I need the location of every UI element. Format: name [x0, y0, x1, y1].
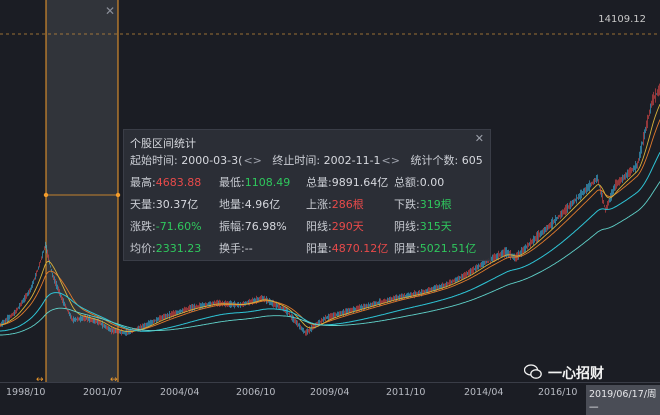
count-value: 605 [461, 154, 483, 167]
selected-range-band [46, 0, 118, 382]
stat-value: 4870.12亿 [331, 242, 389, 255]
stat-value: 2331.23 [155, 242, 202, 255]
stat-cell: 总额:0.00 [394, 174, 444, 190]
stat-cell: 阴线:315天 [394, 218, 452, 234]
stat-label: 阳线: [306, 220, 332, 233]
moving-average-line [0, 181, 660, 336]
stat-value: 286根 [331, 198, 364, 211]
range-start-handle-icon[interactable]: ↔ [36, 375, 44, 385]
stat-label: 下跌: [394, 198, 420, 211]
x-axis-tick-label: 2016/10 [538, 387, 578, 398]
end-time-stepper-icon[interactable]: <> [381, 154, 400, 167]
stat-value: 30.37亿 [155, 198, 199, 211]
stat-label: 阴量: [394, 242, 420, 255]
stat-value: -- [244, 242, 253, 255]
stat-value: 4683.88 [155, 176, 202, 189]
stat-cell: 下跌:319根 [394, 196, 452, 212]
stat-cell: 振幅:76.98% [219, 218, 287, 234]
stat-cell: 均价:2331.23 [130, 240, 201, 256]
stat-cell: 最高:4683.88 [130, 174, 201, 190]
stat-label: 换手: [219, 242, 245, 255]
stat-label: 上涨: [306, 198, 332, 211]
stat-value: 0.00 [419, 176, 445, 189]
selection-close-icon[interactable]: ✕ [105, 4, 116, 18]
x-axis-tick-label: 2001/07 [83, 387, 123, 398]
stat-cell: 天量:30.37亿 [130, 196, 198, 212]
stat-value: 9891.64亿 [331, 176, 389, 189]
stat-value: -71.60% [155, 220, 202, 233]
panel-title: 个股区间统计 [130, 137, 196, 150]
stat-label: 地量: [219, 198, 245, 211]
stat-label: 总量: [306, 176, 332, 189]
stat-cell: 换手:-- [219, 240, 253, 256]
count-label: 统计个数: [410, 154, 459, 167]
stat-label: 阴线: [394, 220, 420, 233]
x-axis-tick-label: 2004/04 [160, 387, 200, 398]
stat-value: 1108.49 [244, 176, 291, 189]
range-start-dot [43, 192, 49, 198]
stat-label: 均价: [130, 242, 156, 255]
stat-value: 290天 [331, 220, 364, 233]
x-axis-tick-label: 2009/04 [310, 387, 350, 398]
stat-label: 天量: [130, 198, 156, 211]
end-time-label: 终止时间: [272, 154, 321, 167]
stat-value: 319根 [419, 198, 452, 211]
x-axis-tick-label: 2011/10 [386, 387, 426, 398]
moving-average-line [0, 119, 660, 331]
watermark-text: 一心招财 [548, 366, 604, 382]
panel-close-icon[interactable]: ✕ [474, 132, 484, 145]
stat-label: 涨跌: [130, 220, 156, 233]
stat-value: 76.98% [244, 220, 287, 233]
wechat-icon [524, 364, 542, 379]
stat-label: 最高: [130, 176, 156, 189]
start-time-input[interactable]: 2000-03-3( [181, 154, 243, 167]
stat-cell: 阳量:4870.12亿 [306, 240, 388, 256]
stat-cell: 最低:1108.49 [219, 174, 290, 190]
stat-value: 315天 [419, 220, 452, 233]
stat-cell: 上涨:286根 [306, 196, 364, 212]
stat-label: 阳量: [306, 242, 332, 255]
price-chart[interactable] [0, 0, 660, 400]
range-end-handle-icon[interactable]: ↔ [110, 375, 118, 385]
stat-cell: 地量:4.96亿 [219, 196, 280, 212]
end-time-input[interactable]: 2002-11-1 [323, 154, 381, 167]
stat-label: 最低: [219, 176, 245, 189]
stat-label: 总额: [394, 176, 420, 189]
price-level-label: 14109.12 [598, 14, 646, 25]
stat-cell: 阳线:290天 [306, 218, 364, 234]
stat-value: 5021.51亿 [419, 242, 477, 255]
start-time-label: 起始时间: [130, 154, 178, 167]
interval-stats-panel: 个股区间统计 ✕ 起始时间: 2000-03-3(<> 终止时间: 2002-1… [123, 129, 491, 261]
moving-average-line [0, 104, 660, 333]
stat-label: 振幅: [219, 220, 245, 233]
x-axis-tick-label: 2014/04 [464, 387, 504, 398]
start-time-stepper-icon[interactable]: <> [243, 154, 262, 167]
range-end-dot [115, 192, 121, 198]
stat-value: 4.96亿 [244, 198, 281, 211]
stat-cell: 涨跌:-71.60% [130, 218, 202, 234]
panel-range-row: 起始时间: 2000-03-3(<> 终止时间: 2002-11-1<> 统计个… [130, 152, 483, 168]
x-axis-tick-label: 1998/10 [6, 387, 46, 398]
stat-cell: 总量:9891.64亿 [306, 174, 388, 190]
stat-cell: 阴量:5021.51亿 [394, 240, 476, 256]
x-axis-tick-label: 2019/06/17/周一 [586, 385, 660, 415]
x-axis-tick-label: 2006/10 [236, 387, 276, 398]
x-axis: 1998/10 2001/07 2004/04 2006/10 2009/04 2011/… [0, 382, 660, 415]
